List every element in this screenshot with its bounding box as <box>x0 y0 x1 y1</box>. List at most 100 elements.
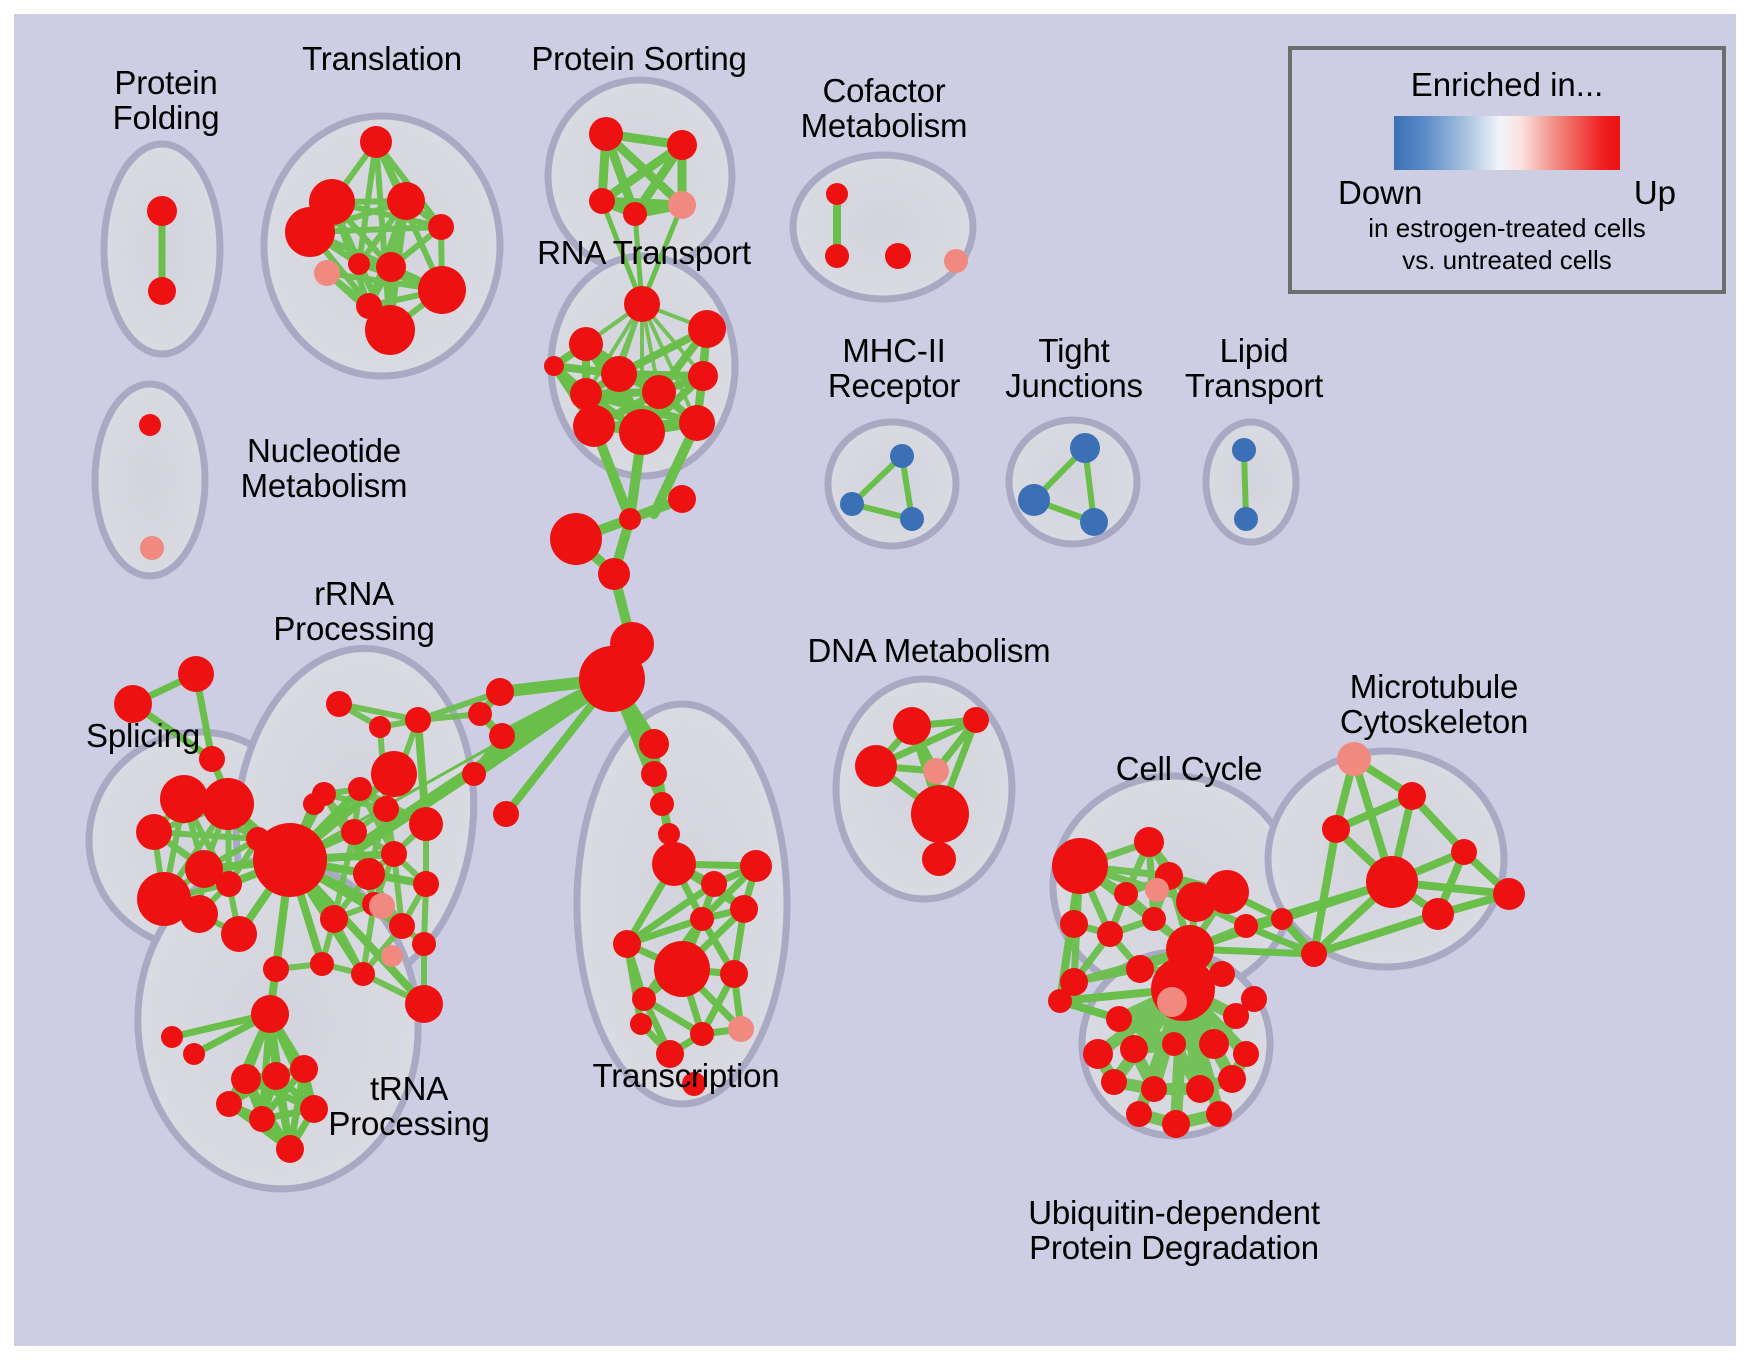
node[interactable] <box>180 895 218 933</box>
node[interactable] <box>923 758 949 784</box>
node[interactable] <box>1083 1039 1113 1069</box>
node[interactable] <box>652 842 696 886</box>
node[interactable] <box>412 932 436 956</box>
node[interactable] <box>619 409 665 455</box>
node[interactable] <box>262 1062 290 1090</box>
node[interactable] <box>623 202 647 226</box>
node[interactable] <box>365 305 415 355</box>
node[interactable] <box>1218 1065 1246 1093</box>
node[interactable] <box>147 196 177 226</box>
node[interactable] <box>550 513 602 565</box>
node[interactable] <box>893 707 931 745</box>
node[interactable] <box>1080 508 1108 536</box>
node[interactable] <box>405 707 431 733</box>
node[interactable] <box>178 656 214 692</box>
node[interactable] <box>1126 955 1154 983</box>
node[interactable] <box>140 536 164 560</box>
node[interactable] <box>1097 921 1123 947</box>
node[interactable] <box>598 558 630 590</box>
node[interactable] <box>348 253 370 275</box>
node[interactable] <box>569 327 603 361</box>
node[interactable] <box>639 729 669 759</box>
node[interactable] <box>1162 1032 1186 1056</box>
node[interactable] <box>376 252 406 282</box>
node[interactable] <box>348 777 372 801</box>
node[interactable] <box>630 1013 652 1035</box>
node[interactable] <box>1134 827 1164 857</box>
node[interactable] <box>369 716 391 738</box>
hull-cofactor-metabolism[interactable] <box>789 151 977 303</box>
node[interactable] <box>641 761 667 787</box>
node[interactable] <box>1106 1006 1132 1032</box>
node[interactable] <box>1070 433 1100 463</box>
node[interactable] <box>1126 1101 1152 1127</box>
node[interactable] <box>413 871 439 897</box>
node[interactable] <box>690 1022 714 1046</box>
node[interactable] <box>114 685 152 723</box>
node[interactable] <box>1060 968 1088 996</box>
node[interactable] <box>650 792 674 816</box>
node[interactable] <box>160 775 208 823</box>
node[interactable] <box>1186 1075 1214 1103</box>
hull-tight-junctions[interactable] <box>1005 416 1141 548</box>
node[interactable] <box>139 414 161 436</box>
node[interactable] <box>688 361 718 391</box>
node[interactable] <box>679 405 715 441</box>
node[interactable] <box>381 945 403 967</box>
node[interactable] <box>489 723 515 749</box>
node[interactable] <box>183 1043 205 1065</box>
node[interactable] <box>290 1055 318 1083</box>
node[interactable] <box>303 793 325 815</box>
node[interactable] <box>1162 1110 1190 1138</box>
node[interactable] <box>351 962 375 986</box>
node[interactable] <box>360 126 392 158</box>
node[interactable] <box>221 916 257 952</box>
hull-lipid-transport[interactable] <box>1202 418 1300 546</box>
node[interactable] <box>632 987 656 1011</box>
node[interactable] <box>1060 910 1088 938</box>
node[interactable] <box>199 746 225 772</box>
node[interactable] <box>381 841 407 867</box>
hull-mhc-ii-receptor[interactable] <box>824 418 960 550</box>
node[interactable] <box>462 762 486 786</box>
node[interactable] <box>1301 941 1327 967</box>
node[interactable] <box>1141 1076 1167 1102</box>
node[interactable] <box>314 260 340 286</box>
node[interactable] <box>656 1040 684 1068</box>
node[interactable] <box>1234 914 1258 938</box>
node[interactable] <box>642 375 676 409</box>
node[interactable] <box>371 751 417 797</box>
node[interactable] <box>1206 1101 1232 1127</box>
node[interactable] <box>389 913 415 939</box>
node[interactable] <box>922 842 956 876</box>
node[interactable] <box>624 286 660 322</box>
node[interactable] <box>1241 986 1267 1012</box>
node[interactable] <box>544 356 564 376</box>
node[interactable] <box>1145 878 1169 902</box>
node[interactable] <box>320 905 348 933</box>
node[interactable] <box>418 266 466 314</box>
node[interactable] <box>216 1091 242 1117</box>
node[interactable] <box>373 796 399 822</box>
node[interactable] <box>353 858 385 890</box>
node[interactable] <box>682 1072 706 1096</box>
node[interactable] <box>253 823 327 897</box>
node[interactable] <box>387 182 425 220</box>
node[interactable] <box>1048 989 1072 1013</box>
node[interactable] <box>341 819 367 845</box>
node[interactable] <box>613 930 641 958</box>
node[interactable] <box>1199 1029 1229 1059</box>
node[interactable] <box>310 952 334 976</box>
node[interactable] <box>428 214 454 240</box>
node[interactable] <box>1233 1041 1259 1067</box>
node[interactable] <box>326 691 352 717</box>
node[interactable] <box>668 485 696 513</box>
node[interactable] <box>251 995 289 1033</box>
node[interactable] <box>570 378 602 410</box>
node[interactable] <box>1234 507 1258 531</box>
node[interactable] <box>658 823 680 845</box>
node[interactable] <box>900 507 924 531</box>
node[interactable] <box>137 872 191 926</box>
node[interactable] <box>1018 484 1050 516</box>
node[interactable] <box>855 745 897 787</box>
